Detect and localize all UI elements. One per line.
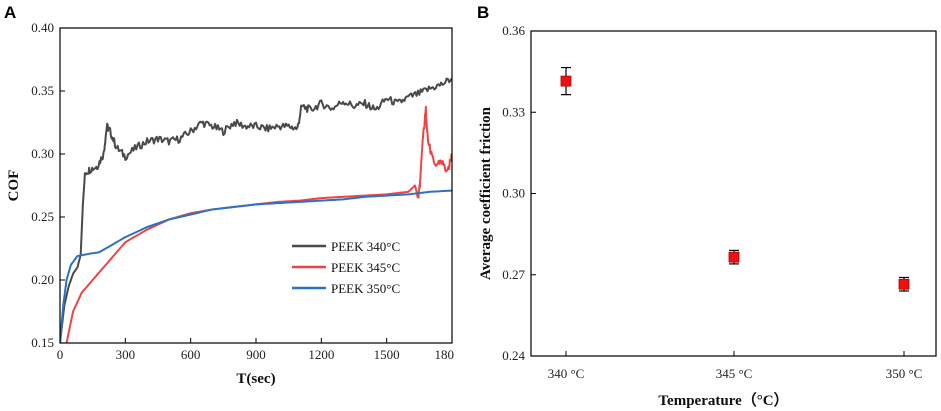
- x-tick-label: 600: [181, 347, 201, 362]
- x-tick-label: 180: [435, 347, 455, 362]
- panel-b-letter: B: [477, 3, 489, 22]
- legend-label: PEEK 345°C: [331, 260, 400, 275]
- cof-time-chart: 0 300 600 900 1200 1500 180 0.15 0.20 0.25 0.30 0.3…: [6, 20, 454, 387]
- y-tick-label: 0.30: [31, 146, 54, 161]
- y-tick-label: 0.27: [502, 267, 525, 282]
- y-axis-label: COF: [6, 170, 22, 202]
- x-axis-label: Temperature（°C）: [658, 391, 788, 409]
- x-tick-label: 345 °C: [716, 366, 753, 381]
- x-tick-label: 0: [57, 347, 64, 362]
- x-tick-label: 1200: [308, 347, 334, 362]
- x-tick-label: 350 °C: [886, 366, 923, 381]
- x-axis-label: T(sec): [236, 371, 275, 387]
- x-tick-label: 300: [116, 347, 136, 362]
- series-line-3: [60, 189, 452, 343]
- y-tick-label: 0.25: [31, 209, 54, 224]
- series-line-2: [65, 105, 452, 343]
- y-tick-label: 0.36: [502, 23, 525, 38]
- legend-label: PEEK 340°C: [331, 239, 400, 254]
- data-point: [728, 251, 740, 263]
- x-tick-label: 340 °C: [548, 366, 585, 381]
- y-tick-label: 0.40: [31, 20, 54, 35]
- average-cof-chart: 0.24 0.27 0.30 0.33 0.36 340 °C 345 °C 350 °C Te…: [478, 23, 937, 409]
- panel-a-letter: A: [4, 3, 16, 22]
- data-point: [898, 278, 910, 290]
- y-tick-label: 0.20: [31, 272, 54, 287]
- x-tick-label: 1500: [374, 347, 400, 362]
- y-axis-label: Average coefficient friction: [478, 106, 494, 280]
- y-tick-label: 0.24: [502, 348, 525, 363]
- x-tick-label: 900: [246, 347, 266, 362]
- legend: PEEK 340°C PEEK 345°C PEEK 350°C: [292, 239, 400, 296]
- series-line-1: [60, 77, 452, 343]
- y-tick-label: 0.30: [502, 186, 525, 201]
- chart-b-frame: [530, 30, 937, 357]
- data-point: [560, 75, 572, 87]
- y-tick-label: 0.33: [502, 104, 525, 119]
- y-tick-label: 0.35: [31, 83, 54, 98]
- chart-a-series-group: [60, 77, 452, 343]
- legend-label: PEEK 350°C: [331, 281, 400, 296]
- y-tick-label: 0.15: [31, 335, 54, 350]
